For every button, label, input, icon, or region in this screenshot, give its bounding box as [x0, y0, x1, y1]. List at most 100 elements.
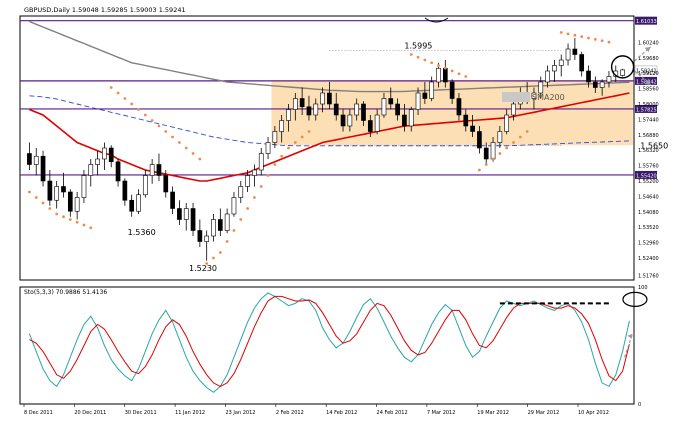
- sar-dot: [484, 163, 488, 166]
- price-axis-tick: 1.54080: [638, 210, 659, 216]
- candle-body: [313, 103, 319, 116]
- sar-dot: [55, 212, 59, 216]
- price-axis-tick: 1.58000: [638, 102, 659, 108]
- stoch-circle-marker: [622, 291, 648, 307]
- sar-dot: [505, 146, 509, 150]
- price-badge-label-2: 1.57825: [636, 107, 657, 113]
- candle-body: [333, 103, 339, 116]
- sar-dot: [116, 91, 120, 95]
- sar-dot: [123, 97, 127, 100]
- down-arrow-head: [644, 79, 651, 85]
- current-price-badge: [634, 65, 658, 75]
- candle-body: [272, 131, 278, 143]
- sar-dot: [82, 223, 86, 227]
- candle-body: [279, 120, 285, 132]
- sar-dot: [62, 215, 65, 219]
- candle-body: [367, 120, 373, 132]
- candle-body: [579, 54, 585, 72]
- candle-body: [463, 114, 469, 127]
- sma200-label: SMA200: [532, 93, 565, 102]
- stochastic-panel-frame: [19, 286, 635, 405]
- sar-dot: [293, 141, 297, 144]
- sar-dot: [580, 35, 584, 39]
- sar-dot: [48, 207, 52, 210]
- candle-body: [545, 70, 550, 83]
- candle-body: [504, 114, 510, 132]
- top-arc: [424, 17, 449, 23]
- candle-body: [586, 70, 591, 83]
- stochastic-title: Sto(5,3,3) 70.9886 51.4136: [24, 289, 107, 296]
- sar-dot: [498, 152, 502, 155]
- candle-body: [552, 65, 557, 72]
- stoch-axis-tick: 0: [638, 402, 641, 408]
- candle-body: [81, 175, 87, 198]
- sar-dot: [212, 256, 215, 260]
- level-label-15995: 1.5995: [404, 41, 432, 50]
- stoch-arrow-head: [627, 333, 633, 339]
- date-axis-tick: 8 Dec 2011: [24, 410, 53, 416]
- sar-dot: [573, 33, 577, 37]
- sar-dot: [491, 157, 495, 161]
- date-axis-tick: 30 Dec 2011: [125, 410, 157, 416]
- candle-body: [538, 81, 544, 94]
- price-badge-2: [635, 104, 657, 113]
- candle-body: [88, 164, 94, 176]
- price-axis-tick: 1.57440: [638, 117, 659, 123]
- candle-body: [54, 186, 60, 201]
- sar-dot: [409, 53, 413, 56]
- sar-dot: [566, 32, 570, 36]
- candle-body: [620, 69, 625, 76]
- sar-dot: [423, 58, 427, 62]
- date-axis-tick: 11 Jan 2012: [175, 410, 205, 416]
- sar-dot: [457, 72, 461, 76]
- candle-body: [136, 194, 141, 212]
- candle-body: [422, 92, 428, 99]
- candle-body: [27, 153, 32, 165]
- candle-body: [470, 125, 475, 132]
- candle-body: [442, 67, 448, 83]
- sar-dot: [437, 64, 440, 67]
- candle-body: [67, 191, 73, 212]
- sar-dot: [75, 220, 79, 224]
- candle-body: [599, 81, 605, 88]
- candle-body: [395, 103, 400, 116]
- candle-body: [361, 103, 366, 121]
- sar-dot: [246, 207, 249, 210]
- sar-dot: [218, 251, 222, 254]
- price-axis-tick: 1.53520: [638, 225, 659, 231]
- candle-body: [108, 147, 114, 163]
- sar-dot: [171, 135, 174, 139]
- candle-body: [292, 98, 298, 110]
- candle-body: [511, 103, 516, 116]
- sar-dot: [164, 130, 168, 133]
- sar-dot: [259, 185, 263, 188]
- price-axis-tick: 1.58560: [638, 87, 659, 93]
- candle-body: [483, 147, 489, 160]
- sar-dot: [68, 218, 72, 221]
- up-arrow-head: [644, 46, 651, 52]
- sar-dot: [198, 157, 202, 161]
- chart-title: GBPUSD,Daily 1.59048 1.59285 1.59003 1.5…: [24, 6, 186, 14]
- sar-dot: [416, 55, 420, 59]
- candle-body: [190, 208, 196, 231]
- candle-body: [408, 109, 414, 127]
- sar-dot: [287, 146, 290, 150]
- sar-dot: [280, 154, 284, 158]
- sar-dot: [559, 31, 563, 34]
- sar-dot: [143, 113, 147, 117]
- sar-dot: [34, 196, 38, 199]
- sar-dot: [443, 66, 447, 70]
- candle-body: [156, 164, 162, 176]
- sar-dot: [587, 36, 590, 40]
- price-badge-3: [635, 170, 657, 179]
- candle-body: [170, 191, 175, 209]
- candle-body: [265, 142, 271, 154]
- candle-body: [204, 235, 210, 242]
- candle-body: [238, 186, 244, 198]
- candle-body: [477, 131, 482, 149]
- date-axis-tick: 24 Feb 2012: [377, 410, 408, 416]
- candle-body: [40, 155, 46, 182]
- price-axis-tick: 1.59120: [638, 71, 659, 77]
- sar-dot: [464, 75, 468, 78]
